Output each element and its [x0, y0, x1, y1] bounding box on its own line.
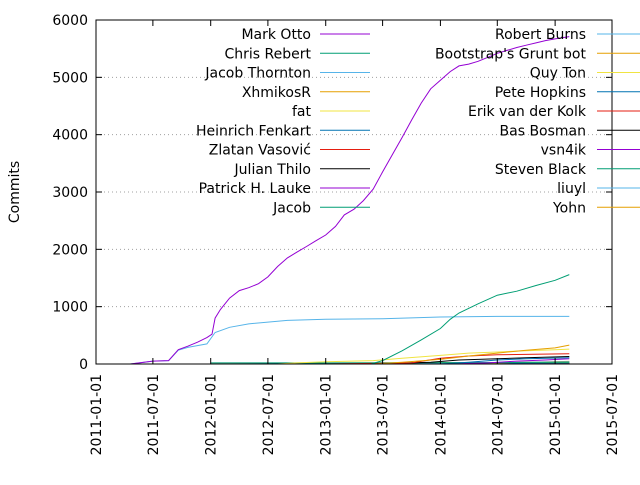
legend-label: Erik van der Kolk: [468, 104, 587, 120]
legend-label: XhmikosR: [242, 85, 311, 101]
legend-label: Jacob: [272, 200, 311, 216]
y-tick-label: 4000: [52, 128, 88, 144]
x-tick-label: 2013-01-01: [319, 374, 335, 455]
legend-label: Jacob Thornton: [204, 66, 311, 82]
legend-label: fat: [292, 104, 312, 120]
legend-label: Yohn: [552, 200, 586, 216]
legend-label: Steven Black: [495, 162, 587, 178]
y-tick-label: 1000: [52, 300, 88, 316]
y-tick-label: 2000: [52, 242, 88, 258]
legend-label: Mark Otto: [241, 27, 311, 43]
y-tick-label: 3000: [52, 185, 88, 201]
y-tick-label: 0: [79, 357, 88, 373]
series-line: [130, 316, 569, 364]
legend-label: Bas Bosman: [500, 123, 586, 139]
legend-label: Quy Ton: [530, 66, 586, 82]
legend-label: Pete Hopkins: [495, 85, 586, 101]
x-tick-label: 2014-07-01: [490, 374, 506, 455]
legend-label: Chris Rebert: [225, 46, 312, 62]
x-tick-label: 2014-01-01: [433, 374, 449, 455]
legend-label: Zlatan Vasović: [209, 143, 311, 159]
x-tick-label: 2012-07-01: [261, 374, 277, 455]
x-tick-label: 2011-07-01: [146, 374, 162, 455]
x-tick-label: 2012-01-01: [204, 374, 220, 455]
x-tick-label: 2015-01-01: [548, 374, 564, 455]
legend-label: Robert Burns: [495, 27, 586, 43]
y-tick-label: 6000: [52, 13, 88, 29]
legend-label: liuyl: [557, 181, 586, 197]
x-tick-label: 2015-07-01: [605, 374, 621, 455]
legend: Mark Otto Chris Rebert Jacob Thornton Xhmik…: [196, 27, 640, 216]
y-axis-label: Commits: [7, 161, 23, 223]
y-tick-label: 5000: [52, 70, 88, 86]
legend-label: Bootstrap's Grunt bot: [435, 46, 587, 62]
legend-label: vsn4ik: [541, 143, 587, 159]
legend-label: Heinrich Fenkart: [196, 123, 312, 139]
legend-label: Patrick H. Lauke: [199, 181, 311, 197]
x-tick-label: 2013-07-01: [376, 374, 392, 455]
x-tick-label: 2011-01-01: [89, 374, 105, 455]
legend-label: Julian Thilo: [234, 162, 311, 178]
